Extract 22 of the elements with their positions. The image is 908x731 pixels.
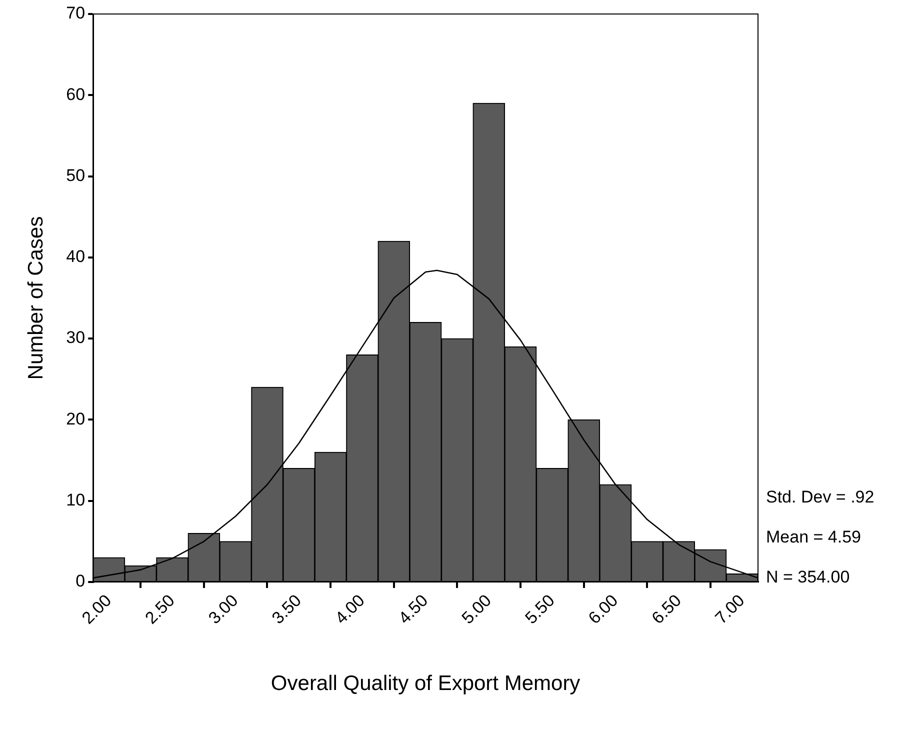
text: N = 354.00 (766, 568, 850, 587)
y-axis-title: Number of Cases (24, 216, 48, 380)
x-tick-label: 5.00 (458, 590, 496, 628)
x-axis-title: Overall Quality of Export Memory (270, 672, 581, 696)
y-tick-label: 30 (66, 328, 86, 348)
y-tick-label: 10 (66, 490, 86, 510)
y-tick-label: 70 (66, 4, 86, 23)
y-tick-label: 20 (66, 409, 86, 428)
x-tick-label: 5.50 (522, 590, 558, 628)
y-tick-label: 50 (66, 166, 86, 185)
y-tick-label: 60 (66, 84, 86, 104)
x-tick-label: 3.00 (204, 590, 242, 628)
x-tick-label: 6.50 (648, 590, 685, 628)
x-tick-label: 3.50 (268, 590, 306, 628)
x-tick-label: 7.00 (711, 590, 748, 628)
text: Std. Dev = .92 (766, 488, 874, 507)
x-tick-label: 6.00 (584, 590, 622, 628)
x-tick-label: 4.50 (394, 590, 432, 628)
y-tick-label: 0 (76, 572, 86, 591)
y-tick-label: 40 (66, 247, 86, 266)
x-tick-label: 4.00 (332, 590, 368, 628)
text: Mean = 4.59 (766, 528, 861, 547)
